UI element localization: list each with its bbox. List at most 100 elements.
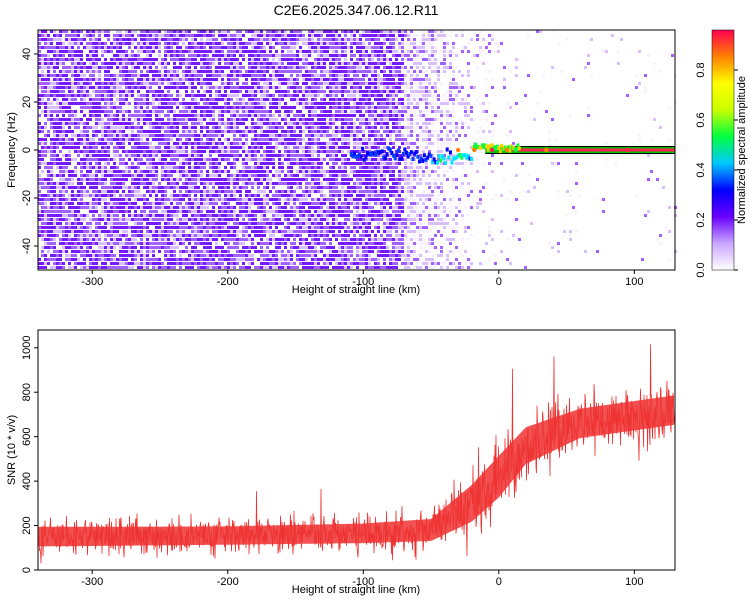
spectrogram-cell	[173, 206, 176, 209]
spectrogram-cell	[200, 50, 203, 53]
spectrogram-cell	[110, 138, 113, 141]
spectrogram-cell	[68, 154, 71, 157]
spectrogram-cell	[203, 58, 206, 61]
spectrogram-cell	[53, 82, 56, 85]
spectrogram-cell	[83, 238, 86, 241]
spectrogram-cell	[104, 66, 107, 69]
spectrogram-cell	[80, 198, 83, 201]
spectrogram-cell	[194, 178, 197, 181]
spectrogram-cell	[83, 66, 86, 69]
spectrogram-cell	[98, 246, 101, 249]
spectrogram-cell	[158, 118, 161, 121]
spectrogram-cell	[101, 146, 104, 149]
spectrogram-cell	[134, 190, 137, 193]
spectrogram-cell	[245, 42, 248, 45]
spectrogram-cell	[266, 162, 269, 165]
spectrogram-cell	[47, 118, 50, 121]
spectrogram-cell	[203, 66, 206, 69]
spectrogram-cell	[125, 42, 128, 45]
spectrogram-cell	[149, 242, 152, 245]
spectrogram-cell	[110, 134, 113, 137]
spectrogram-cell	[296, 206, 299, 209]
spectrogram-cell	[125, 218, 128, 221]
spectrogram-cell	[224, 102, 227, 105]
spectrogram-cell	[203, 206, 206, 209]
spectrogram-cell	[320, 230, 323, 233]
spectrogram-cell	[113, 82, 116, 85]
spectrogram-cell	[302, 82, 305, 85]
spectrogram-cell	[77, 134, 80, 137]
spectrogram-cell	[158, 102, 161, 105]
spectrogram-cell	[203, 254, 206, 257]
spectrogram-cell	[314, 162, 317, 165]
spectrogram-cell	[230, 246, 233, 249]
spectrogram-cell	[44, 218, 47, 221]
spectrogram-cell	[299, 122, 302, 125]
spectrogram-cell	[221, 134, 224, 137]
spectrogram-cell	[275, 110, 278, 113]
spectrogram-cell	[41, 90, 44, 93]
spectrogram-cell	[263, 66, 266, 69]
spectrogram-cell	[278, 114, 281, 117]
spectrogram-cell	[53, 46, 56, 49]
spectrogram-cell	[152, 146, 155, 149]
spectrogram-cell	[212, 194, 215, 197]
spectrogram-cell	[92, 150, 95, 153]
spectrogram-cell	[122, 250, 125, 253]
spectrogram-cell	[194, 134, 197, 137]
spectrogram-cell	[206, 174, 209, 177]
spectrogram-cell	[320, 70, 323, 73]
spectrogram-cell	[50, 186, 53, 189]
spectrogram-cell	[260, 34, 263, 37]
spectrogram-cell	[44, 106, 47, 109]
spectrogram-cell	[173, 82, 176, 85]
spectrogram-cell	[38, 46, 41, 49]
spectrogram-cell	[107, 94, 110, 97]
spectrogram-cell	[272, 150, 275, 153]
spectrogram-cell	[296, 38, 299, 41]
spectrogram-cell	[41, 182, 44, 185]
spectrogram-cell	[140, 218, 143, 221]
spectrogram-cell	[185, 110, 188, 113]
spectrogram-cell	[155, 226, 158, 229]
spectrogram-cell	[83, 90, 86, 93]
spectrogram-cell	[254, 66, 257, 69]
spectrogram-cell	[77, 258, 80, 261]
spectrogram-cell	[230, 50, 233, 53]
spectrogram-cell	[179, 170, 182, 173]
spectrogram-cell	[194, 130, 197, 133]
spectrogram-cell	[221, 74, 224, 77]
spectrogram-cell	[215, 246, 218, 249]
spectrogram-cell	[215, 122, 218, 125]
spectrogram-cell	[167, 238, 170, 241]
spectrogram-cell	[38, 166, 41, 169]
spectrogram-cell	[248, 66, 251, 69]
spectrogram-cell	[266, 198, 269, 201]
spectrogram-cell	[230, 206, 233, 209]
spectrogram-cell	[167, 38, 170, 41]
spectrogram-cell	[251, 170, 254, 173]
spectrogram-cell	[320, 74, 323, 77]
spectrogram-cell	[263, 78, 266, 81]
spectrogram-cell	[215, 202, 218, 205]
spectrogram-cell	[182, 118, 185, 121]
spectrogram-cell	[155, 170, 158, 173]
spectrogram-cell	[152, 254, 155, 257]
spectrogram-cell	[287, 114, 290, 117]
spectrogram-cell	[149, 206, 152, 209]
spectrogram-cell	[137, 138, 140, 141]
spectrogram-cell	[266, 210, 269, 213]
spectrogram-cell	[146, 30, 149, 33]
spectrogram-cell	[230, 238, 233, 241]
spectrogram-cell	[290, 118, 293, 121]
spectrogram-cell	[323, 122, 326, 125]
spectrogram-cell	[311, 186, 314, 189]
spectrogram-cell	[197, 150, 200, 153]
spectrogram-cell	[44, 182, 47, 185]
spectrogram-cell	[230, 146, 233, 149]
spectrogram-cell	[236, 254, 239, 257]
spectrogram-cell	[167, 50, 170, 53]
spectrogram-cell	[104, 82, 107, 85]
spectrogram-cell	[128, 202, 131, 205]
spectrogram-cell	[314, 266, 317, 269]
